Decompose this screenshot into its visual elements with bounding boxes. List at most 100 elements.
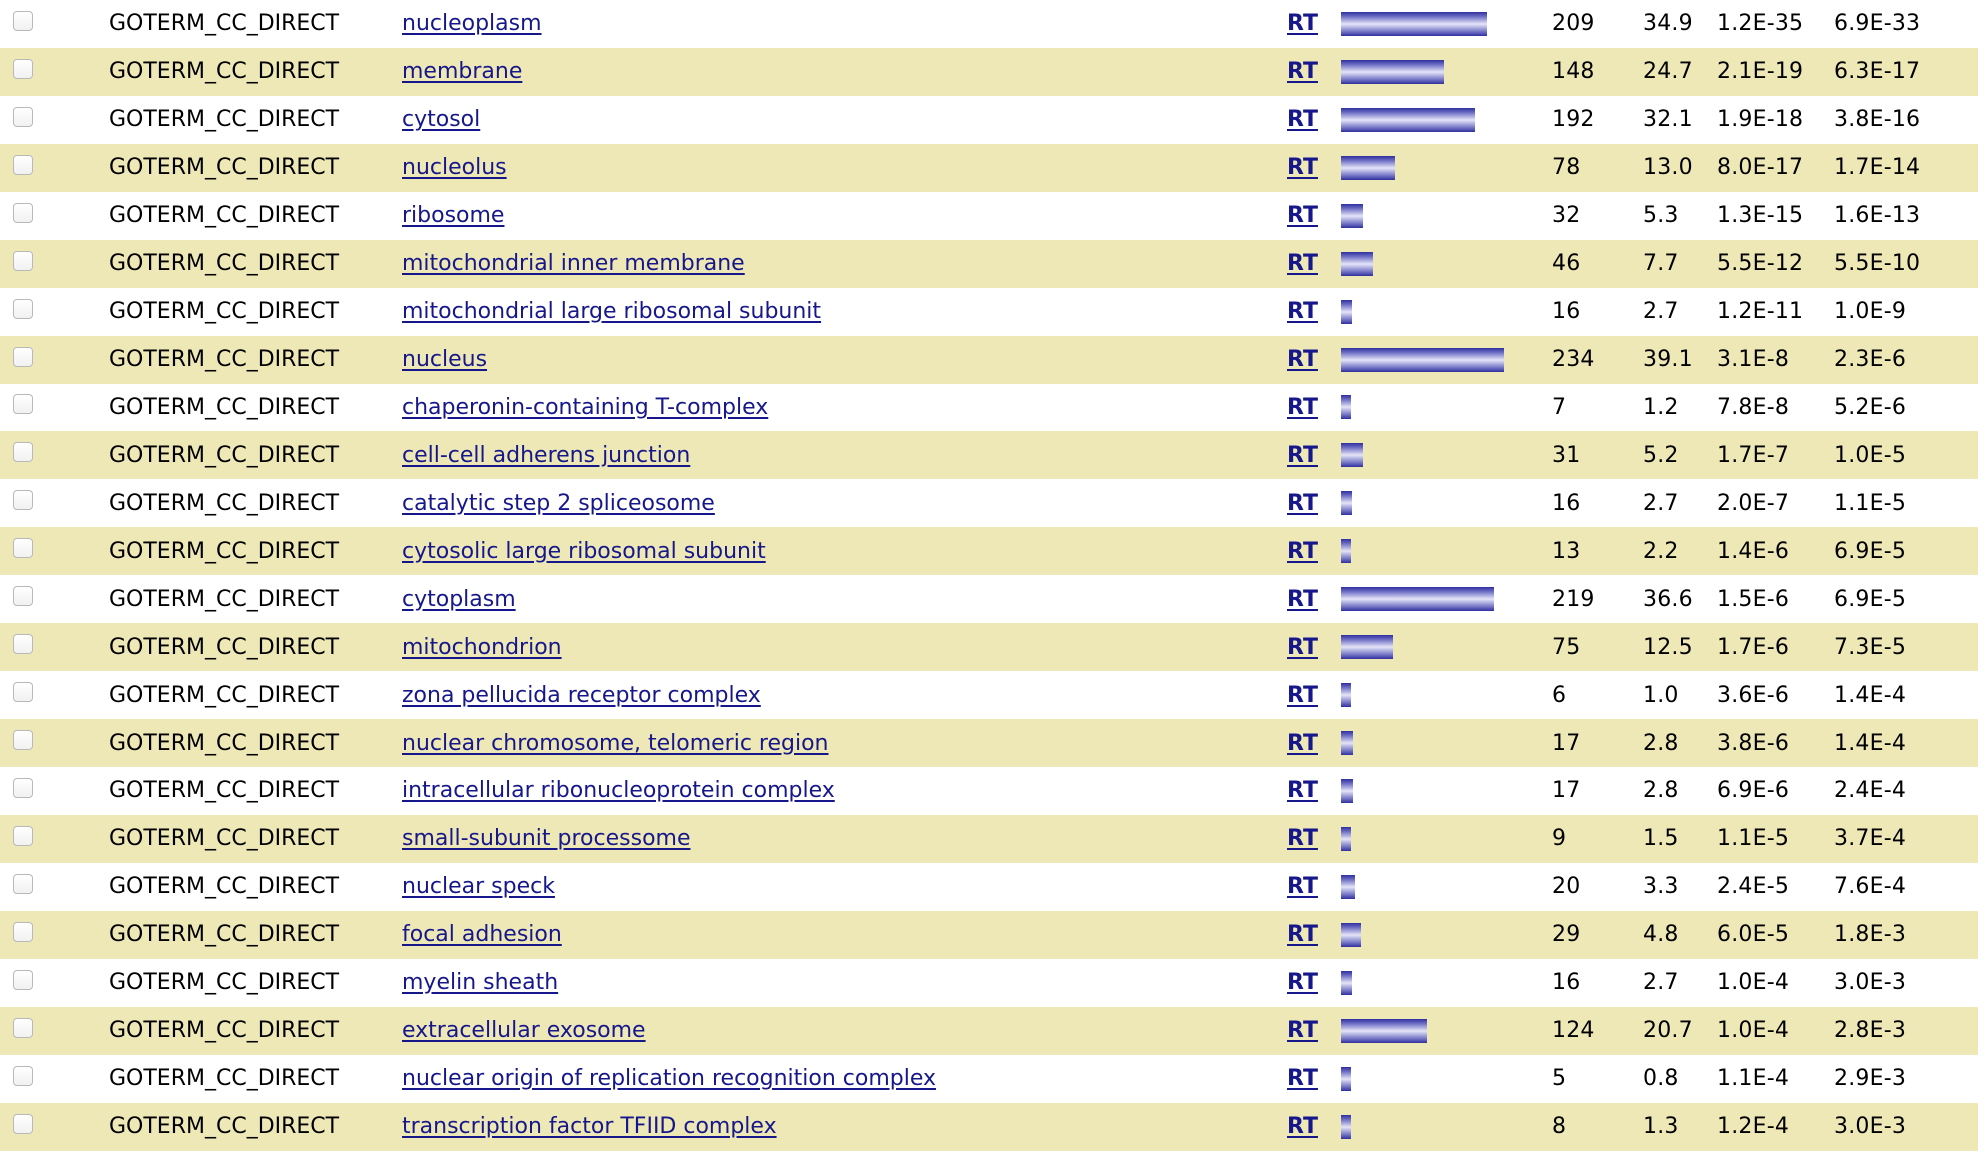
- rt-link[interactable]: RT: [1287, 251, 1318, 277]
- term-link[interactable]: mitochondrion: [402, 634, 562, 660]
- checkbox-icon[interactable]: [13, 394, 33, 415]
- term-link[interactable]: small-subunit processome: [402, 826, 691, 852]
- checkbox-icon[interactable]: [13, 921, 33, 942]
- rt-link[interactable]: RT: [1287, 299, 1318, 325]
- checkbox-icon[interactable]: [13, 442, 33, 463]
- rt-link[interactable]: RT: [1287, 586, 1318, 612]
- checkbox-icon[interactable]: [13, 1113, 33, 1134]
- rt-link[interactable]: RT: [1287, 826, 1318, 852]
- checkbox-icon[interactable]: [13, 777, 33, 798]
- checkbox-icon[interactable]: [13, 58, 33, 79]
- term-link[interactable]: cytosol: [402, 107, 481, 133]
- rt-link[interactable]: RT: [1287, 1114, 1318, 1140]
- checkbox-icon[interactable]: [13, 106, 33, 127]
- count-bar-track: [1341, 778, 1511, 803]
- term-link[interactable]: mitochondrial inner membrane: [402, 251, 745, 277]
- category-cell: GOTERM_CC_DIRECT: [109, 336, 402, 384]
- count-bar-track: [1341, 155, 1511, 180]
- term-link[interactable]: cytosolic large ribosomal subunit: [402, 538, 766, 564]
- term-link[interactable]: ribosome: [402, 203, 505, 229]
- checkbox-icon[interactable]: [13, 298, 33, 319]
- rt-link[interactable]: RT: [1287, 1018, 1318, 1044]
- benjamini-cell: 5.2E-6: [1834, 394, 1907, 420]
- term-link[interactable]: transcription factor TFIID complex: [402, 1114, 777, 1140]
- term-link[interactable]: nuclear origin of replication recognitio…: [402, 1066, 937, 1092]
- checkbox-icon[interactable]: [13, 490, 33, 511]
- checkbox-icon[interactable]: [13, 873, 33, 894]
- checkbox-icon[interactable]: [13, 538, 33, 559]
- count-cell: 32: [1552, 203, 1581, 229]
- count-cell: 148: [1552, 59, 1595, 85]
- rt-link[interactable]: RT: [1287, 11, 1318, 37]
- term-link[interactable]: extracellular exosome: [402, 1018, 646, 1044]
- count-cell: 7: [1552, 394, 1567, 420]
- checkbox-icon[interactable]: [13, 346, 33, 367]
- checkbox-icon[interactable]: [13, 586, 33, 607]
- rt-link[interactable]: RT: [1287, 682, 1318, 708]
- category-label: GOTERM_CC_DIRECT: [109, 730, 340, 756]
- term-link[interactable]: cell-cell adherens junction: [402, 442, 691, 468]
- term-link[interactable]: catalytic step 2 spliceosome: [402, 490, 715, 516]
- rt-link[interactable]: RT: [1287, 634, 1318, 660]
- term-link[interactable]: membrane: [402, 59, 523, 85]
- percent-cell: 1.0: [1643, 682, 1679, 708]
- term-link[interactable]: focal adhesion: [402, 922, 562, 948]
- checkbox-icon[interactable]: [13, 154, 33, 175]
- checkbox-icon[interactable]: [13, 969, 33, 990]
- term-link[interactable]: myelin sheath: [402, 970, 559, 996]
- pvalue-cell: 5.5E-12: [1717, 251, 1804, 277]
- checkbox-icon[interactable]: [13, 730, 33, 751]
- rt-link[interactable]: RT: [1287, 442, 1318, 468]
- category-cell: GOTERM_CC_DIRECT: [109, 863, 402, 911]
- term-link[interactable]: intracellular ribonucleoprotein complex: [402, 778, 835, 804]
- rt-link[interactable]: RT: [1287, 155, 1318, 181]
- term-link[interactable]: mitochondrial large ribosomal subunit: [402, 299, 822, 325]
- rt-link[interactable]: RT: [1287, 490, 1318, 516]
- rt-link[interactable]: RT: [1287, 107, 1318, 133]
- pvalue-cell: 1.0E-4: [1717, 970, 1790, 996]
- pvalue-cell: 1.3E-15: [1717, 203, 1804, 229]
- checkbox-icon[interactable]: [13, 634, 33, 655]
- pvalue-cell: 6.0E-5: [1717, 922, 1790, 948]
- term-link[interactable]: zona pellucida receptor complex: [402, 682, 761, 708]
- checkbox-icon[interactable]: [13, 202, 33, 223]
- term-link[interactable]: nuclear speck: [402, 874, 555, 900]
- table-row: GOTERM_CC_DIRECT focal adhesion RT 29 4.8 6.0…: [0, 910, 1978, 959]
- checkbox-icon[interactable]: [13, 10, 33, 31]
- checkbox-icon[interactable]: [13, 250, 33, 271]
- count-bar-track: [1341, 395, 1511, 420]
- rt-link[interactable]: RT: [1287, 1066, 1318, 1092]
- pvalue-cell: 2.0E-7: [1717, 490, 1790, 516]
- checkbox-icon[interactable]: [13, 825, 33, 846]
- count-cell: 13: [1552, 538, 1581, 564]
- count-cell: 16: [1552, 299, 1581, 325]
- term-link[interactable]: cytoplasm: [402, 586, 516, 612]
- rt-link[interactable]: RT: [1287, 970, 1318, 996]
- term-link[interactable]: nucleus: [402, 347, 488, 373]
- rt-link[interactable]: RT: [1287, 394, 1318, 420]
- rt-link[interactable]: RT: [1287, 203, 1318, 229]
- checkbox-icon[interactable]: [13, 1065, 33, 1086]
- rt-link[interactable]: RT: [1287, 874, 1318, 900]
- checkbox-icon[interactable]: [13, 1017, 33, 1038]
- category-cell: GOTERM_CC_DIRECT: [109, 48, 402, 96]
- rt-link[interactable]: RT: [1287, 778, 1318, 804]
- checkbox-icon[interactable]: [13, 682, 33, 703]
- term-link[interactable]: nucleolus: [402, 155, 507, 181]
- table-row: GOTERM_CC_DIRECT cytosolic large ribosoma…: [0, 527, 1978, 576]
- rt-link[interactable]: RT: [1287, 730, 1318, 756]
- bar-cell: [1341, 575, 1552, 623]
- table-row: GOTERM_CC_DIRECT cytosol RT 192 32.1 1.9E-18 3…: [0, 96, 1978, 144]
- term-link[interactable]: nucleoplasm: [402, 11, 542, 37]
- term-cell: mitochondrion: [402, 623, 1287, 671]
- rt-link[interactable]: RT: [1287, 347, 1318, 373]
- rt-link[interactable]: RT: [1287, 922, 1318, 948]
- rt-link[interactable]: RT: [1287, 59, 1318, 85]
- term-link[interactable]: nuclear chromosome, telomeric region: [402, 730, 829, 756]
- count-bar-track: [1341, 1114, 1511, 1139]
- term-link[interactable]: chaperonin-containing T-complex: [402, 394, 769, 420]
- count-cell: 8: [1552, 1114, 1567, 1140]
- count-bar: [1341, 778, 1353, 803]
- rt-link[interactable]: RT: [1287, 538, 1318, 564]
- count-cell: 192: [1552, 107, 1595, 133]
